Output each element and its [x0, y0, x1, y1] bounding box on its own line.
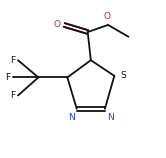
Text: O: O	[53, 20, 60, 29]
Text: F: F	[10, 56, 15, 65]
Text: O: O	[104, 12, 111, 21]
Text: F: F	[10, 91, 15, 100]
Text: N: N	[68, 113, 75, 122]
Text: S: S	[120, 71, 126, 80]
Text: F: F	[5, 73, 10, 82]
Text: N: N	[107, 113, 114, 122]
